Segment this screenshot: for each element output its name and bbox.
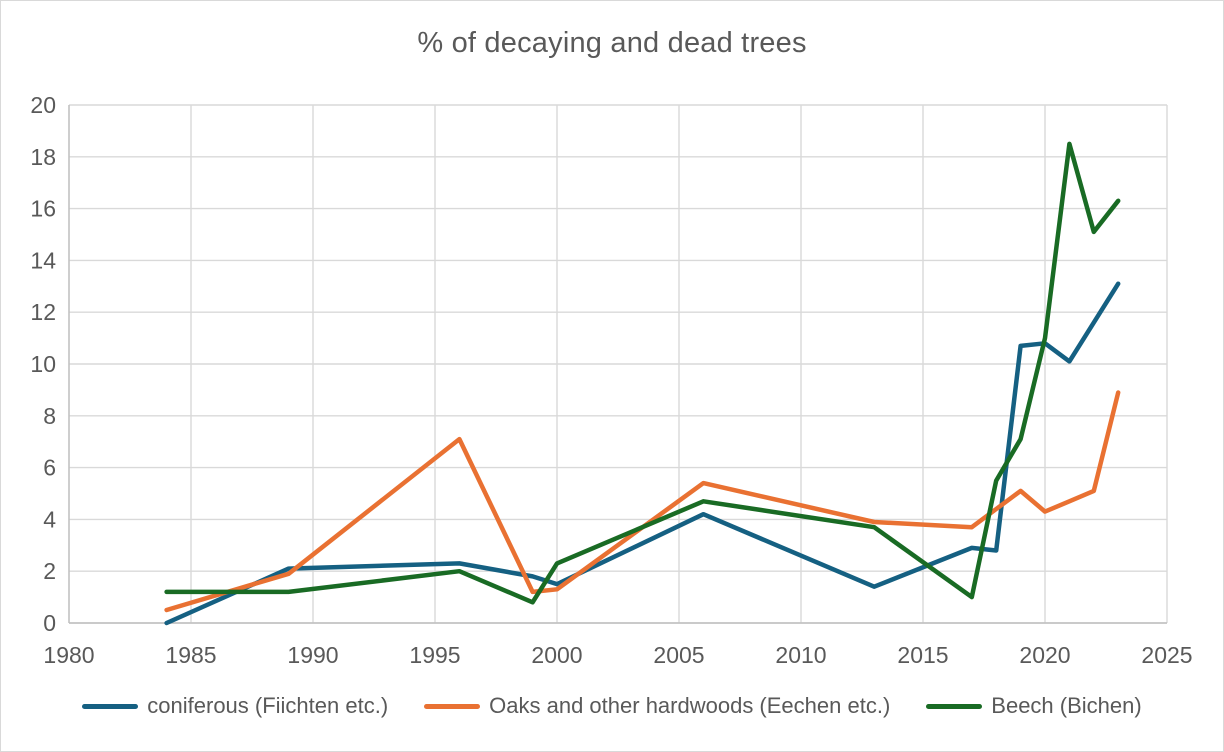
series-line-2 bbox=[164, 141, 1121, 605]
x-axis-tick-label: 1985 bbox=[165, 642, 216, 668]
y-axis-tick-label: 16 bbox=[30, 196, 56, 222]
legend-item-1: Oaks and other hardwoods (Eechen etc.) bbox=[424, 693, 890, 719]
series-line-1 bbox=[164, 390, 1121, 613]
chart-legend: coniferous (Fiichten etc.) Oaks and other… bbox=[1, 693, 1223, 719]
legend-label: Oaks and other hardwoods (Eechen etc.) bbox=[489, 693, 891, 718]
legend-swatch-icon bbox=[424, 703, 481, 709]
chart-title: % of decaying and dead trees bbox=[417, 27, 807, 59]
legend-label: coniferous (Fiichten etc.) bbox=[147, 693, 389, 718]
y-axis-tick-label: 20 bbox=[30, 92, 56, 118]
y-axis-tick-label: 4 bbox=[43, 506, 56, 532]
x-axis-tick-label: 2015 bbox=[897, 642, 948, 668]
x-axis-tick-label: 2025 bbox=[1141, 642, 1192, 668]
x-axis-tick-label: 2005 bbox=[653, 642, 704, 668]
x-axis-tick-label: 1980 bbox=[43, 642, 94, 668]
y-axis-tick-label: 8 bbox=[43, 403, 56, 429]
legend-swatch-icon bbox=[82, 703, 139, 709]
x-axis-tick-label: 1990 bbox=[287, 642, 338, 668]
legend-swatch-icon bbox=[926, 703, 983, 709]
y-axis-tick-label: 12 bbox=[30, 299, 56, 325]
x-axis-tick-label: 2010 bbox=[775, 642, 826, 668]
x-axis-tick-label: 2020 bbox=[1019, 642, 1070, 668]
y-axis-tick-label: 0 bbox=[43, 610, 56, 636]
x-axis-tick-label: 2000 bbox=[531, 642, 582, 668]
y-axis-tick-label: 6 bbox=[43, 455, 56, 481]
x-axis-tick-label: 1995 bbox=[409, 642, 460, 668]
y-axis-tick-label: 18 bbox=[30, 144, 56, 170]
legend-item-2: Beech (Bichen) bbox=[926, 693, 1142, 719]
y-axis-tick-label: 14 bbox=[30, 247, 56, 273]
legend-label: Beech (Bichen) bbox=[991, 693, 1142, 718]
y-axis-tick-label: 10 bbox=[30, 351, 56, 377]
series-line-0 bbox=[164, 281, 1121, 626]
legend-item-0: coniferous (Fiichten etc.) bbox=[82, 693, 388, 719]
y-axis-tick-label: 2 bbox=[43, 558, 56, 584]
